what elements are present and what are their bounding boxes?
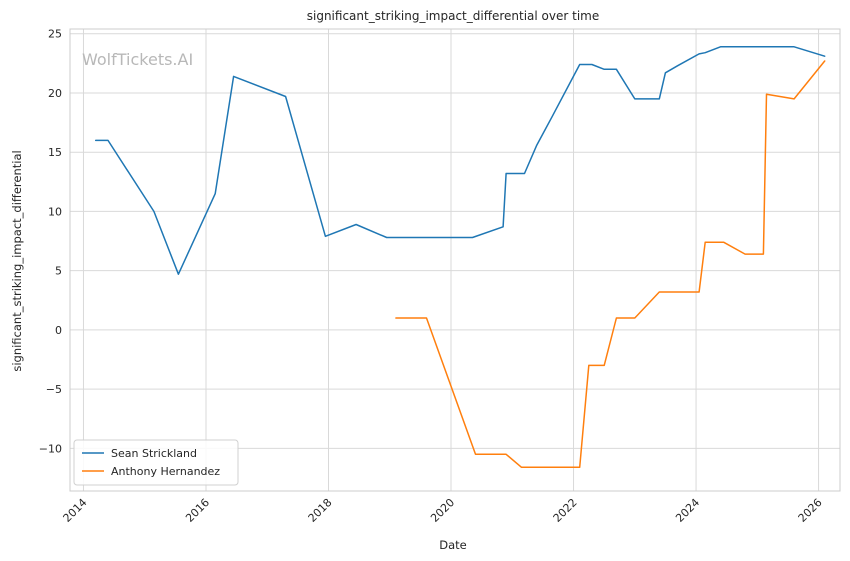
- y-tick-label: −10: [39, 442, 62, 455]
- y-tick-label: 25: [48, 28, 62, 41]
- legend-box: [73, 439, 239, 486]
- series-line-2: [395, 60, 826, 469]
- chart-title: significant_striking_impact_differential…: [307, 9, 599, 23]
- series-layer: [94, 46, 826, 469]
- y-tick-label: 20: [48, 87, 62, 100]
- legend-entry: Anthony Hernandez: [111, 465, 220, 478]
- x-axis-label: Date: [439, 538, 467, 552]
- y-tick-label: 10: [48, 205, 62, 218]
- y-tick-label: 15: [48, 146, 62, 159]
- y-tick-label: 0: [55, 324, 62, 337]
- y-tick-label: −5: [46, 383, 62, 396]
- watermark: WolfTickets.AI: [82, 50, 193, 69]
- y-axis-label: significant_striking_impact_differential: [10, 150, 24, 371]
- legend-entry: Sean Strickland: [111, 447, 197, 460]
- y-tick-label: 5: [55, 265, 62, 278]
- series-line-1: [94, 46, 826, 275]
- legend: Sean Strickland Anthony Hernandez: [73, 439, 239, 486]
- plot-frame: [69, 28, 841, 492]
